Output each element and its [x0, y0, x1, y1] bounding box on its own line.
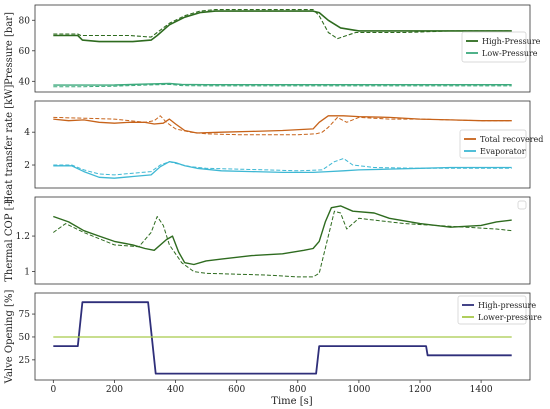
y-tick-label: 1 — [24, 268, 30, 278]
series-line — [53, 10, 512, 43]
y-axis-label: Heat transfer rate [kW] — [4, 85, 15, 205]
x-tick-label: 1000 — [347, 385, 370, 395]
series-line — [53, 205, 512, 266]
x-tick-label: 200 — [106, 385, 123, 395]
x-tick-label: 800 — [289, 385, 306, 395]
legend-label: Low-Pressure — [482, 49, 538, 58]
plot-frame — [34, 196, 531, 285]
series-line — [53, 115, 512, 136]
y-tick-label: 50 — [19, 333, 31, 343]
y-tick-label: 25 — [19, 356, 31, 366]
legend-box — [461, 31, 527, 63]
series-line — [53, 158, 512, 176]
series-line — [53, 83, 512, 88]
legend-label: Lower-pressure — [478, 313, 542, 322]
legend-label: Total recovered — [480, 135, 543, 144]
y-axis-label: Valve Opening [%] — [4, 290, 15, 385]
y-tick-label: 40 — [19, 77, 31, 87]
panel-2: 2 4 Heat transfer rate [kW] Total recovered… — [4, 85, 543, 205]
series-line — [53, 161, 512, 179]
legend: High-Pressure Low-Pressure — [461, 31, 541, 63]
legend: Total recovered Evaporator — [459, 129, 543, 159]
legend-box — [517, 200, 527, 210]
y-tick-label: 80 — [19, 16, 31, 26]
series-line — [53, 115, 512, 134]
y-tick-label: 1.2 — [16, 232, 30, 242]
panel-1: 40 60 80 Pressure [bar] High-Pressure Low-Pre… — [4, 4, 541, 93]
plot-frame — [34, 100, 531, 189]
series-line — [53, 210, 512, 278]
x-tick-label: 1200 — [409, 385, 432, 395]
legend-box — [459, 129, 527, 159]
plot-frame — [34, 4, 531, 93]
y-tick-label: 2 — [24, 161, 30, 171]
y-tick-label: 60 — [19, 47, 31, 57]
legend-label: Evaporator — [480, 147, 526, 156]
panel-4: 25 50 75 0 200 400 600 800 1000 1200 1400 Valve Ope… — [4, 290, 542, 395]
x-tick-label: 600 — [228, 385, 245, 395]
series-line — [53, 82, 512, 86]
y-tick-label: 75 — [19, 310, 31, 320]
series-line — [53, 301, 512, 375]
legend-label: High-pressure — [478, 301, 536, 310]
x-tick-label: 1400 — [470, 385, 493, 395]
y-axis-label: Thermal COP [-] — [4, 199, 15, 282]
y-axis-label: Pressure [bar] — [4, 12, 15, 85]
x-tick-label: 400 — [167, 385, 184, 395]
x-axis-label: Time [s] — [271, 396, 312, 407]
legend-box — [457, 295, 527, 325]
legend: High-pressure Lower-pressure — [457, 295, 542, 325]
x-tick-label: 0 — [50, 385, 56, 395]
legend — [517, 200, 527, 210]
y-tick-label: 4 — [24, 128, 30, 138]
series-line — [53, 9, 512, 40]
legend-label: High-Pressure — [482, 37, 541, 46]
